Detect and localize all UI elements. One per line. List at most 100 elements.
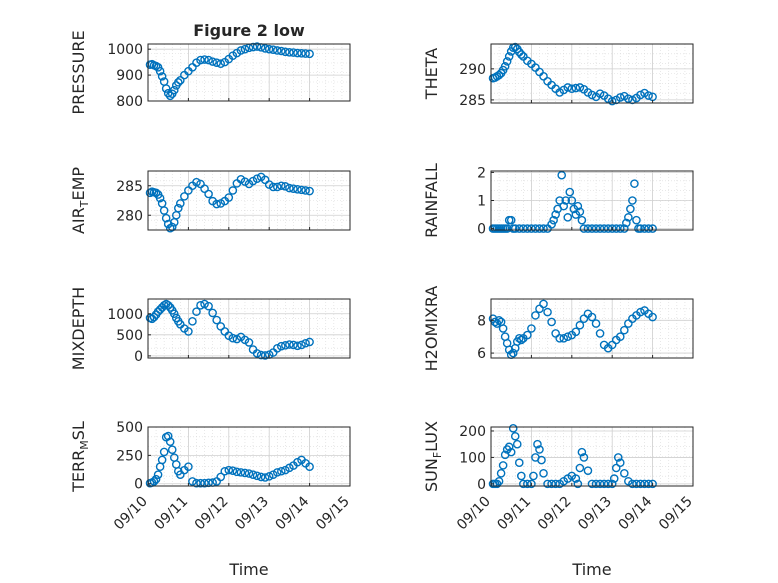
y-tick-label: 285: [116, 179, 143, 195]
data-point: [523, 330, 532, 340]
axes-box: [147, 170, 351, 231]
data-point: [514, 334, 524, 343]
data-point: [567, 84, 577, 94]
data-point: [591, 479, 601, 489]
data-point: [176, 199, 185, 208]
data-point: [159, 447, 169, 457]
y-tick-label: 900: [116, 68, 143, 84]
data-point: [565, 187, 575, 197]
y-tick-label: 0: [134, 477, 143, 493]
subplot-theta: 285 290 THETA: [422, 42, 694, 109]
axes-box: [490, 298, 694, 359]
data-point: [607, 224, 617, 233]
data-point: [252, 471, 262, 481]
data-point: [599, 224, 609, 233]
x-axis-label: Time: [571, 560, 611, 579]
y-axis-label-subscript: M: [78, 440, 91, 450]
y-tick-label: 500: [116, 420, 143, 436]
y-axis-label: SUNFLUX: [422, 421, 444, 492]
data-point: [517, 335, 526, 345]
data-point: [508, 424, 518, 433]
y-axis-label: RAINFALL: [422, 163, 441, 238]
data-point: [615, 93, 625, 102]
data-point: [272, 468, 282, 477]
y-tick-label: 6: [477, 346, 486, 362]
subplot-pressure: 800 900 1000 PRESSURE Figure 2 low: [69, 21, 351, 115]
data-point: [537, 455, 546, 465]
data-point: [297, 185, 306, 195]
y-axis-label-suffix: SL: [69, 421, 88, 440]
data-point: [527, 479, 536, 489]
data-point: [549, 215, 558, 225]
subplot-rainfall: 0 1 2 RAINFALL: [422, 163, 694, 238]
data-point: [577, 447, 587, 457]
subplot-title: Figure 2 low: [193, 21, 305, 40]
data-point: [632, 479, 641, 489]
x-axis-label: Time: [228, 560, 268, 579]
data-point: [613, 453, 623, 462]
data-point: [567, 196, 577, 205]
data-point: [161, 84, 171, 93]
data-point: [264, 44, 274, 54]
data-point: [305, 186, 314, 196]
data-point: [504, 442, 514, 452]
data-point: [591, 319, 601, 328]
data-point: [547, 317, 556, 327]
data-point: [636, 90, 645, 100]
data-point: [517, 50, 526, 59]
data-point: [512, 439, 522, 449]
data-point: [224, 465, 234, 475]
y-axis-label-suffix: EMP: [69, 167, 88, 201]
data-point: [151, 474, 161, 484]
data-point: [236, 46, 246, 55]
data-point: [563, 213, 573, 222]
data-point: [180, 192, 189, 201]
data-point: [620, 325, 629, 335]
data-point: [297, 340, 306, 350]
data-point: [240, 468, 250, 478]
data-point: [539, 299, 548, 309]
data-point: [232, 334, 242, 344]
y-tick-label: 290: [459, 62, 486, 78]
data-point: [272, 344, 282, 353]
data-point: [535, 445, 544, 454]
data-point: [519, 224, 528, 233]
data-point: [591, 224, 601, 233]
data-point: [595, 89, 605, 98]
data-point: [184, 462, 193, 472]
y-tick-label: 0: [477, 222, 486, 238]
data-point: [260, 473, 270, 482]
y-axis-label-main: SUN: [422, 458, 441, 492]
data-point: [200, 55, 209, 64]
subplot-mixdepth: 0 500 1000 MIXDEPTH: [69, 287, 351, 370]
data-point: [514, 458, 524, 468]
data-point: [176, 75, 185, 85]
data-point: [622, 218, 631, 228]
y-axis-label: AIRTEMP: [69, 167, 91, 234]
data-point: [563, 332, 573, 341]
data-point: [543, 307, 552, 317]
y-tick-label: 2: [477, 165, 486, 181]
data-point: [277, 181, 286, 191]
data-point: [640, 224, 649, 233]
data-point: [595, 224, 605, 233]
data-point: [587, 224, 597, 233]
data-point: [277, 46, 286, 56]
data-point: [559, 201, 569, 211]
y-axis-label-main: AIR: [69, 207, 88, 234]
data-point: [268, 45, 278, 55]
data-point: [293, 48, 302, 58]
data-point: [609, 474, 619, 483]
data-point: [494, 316, 504, 325]
data-point: [252, 42, 262, 51]
data-point: [527, 224, 536, 233]
data-point: [648, 312, 657, 322]
y-tick-label: 200: [459, 424, 486, 440]
data-point: [293, 341, 302, 351]
data-point: [502, 224, 512, 233]
data-point: [165, 91, 175, 101]
data-point: [159, 206, 169, 215]
data-point: [260, 44, 270, 53]
data-point: [200, 299, 209, 309]
